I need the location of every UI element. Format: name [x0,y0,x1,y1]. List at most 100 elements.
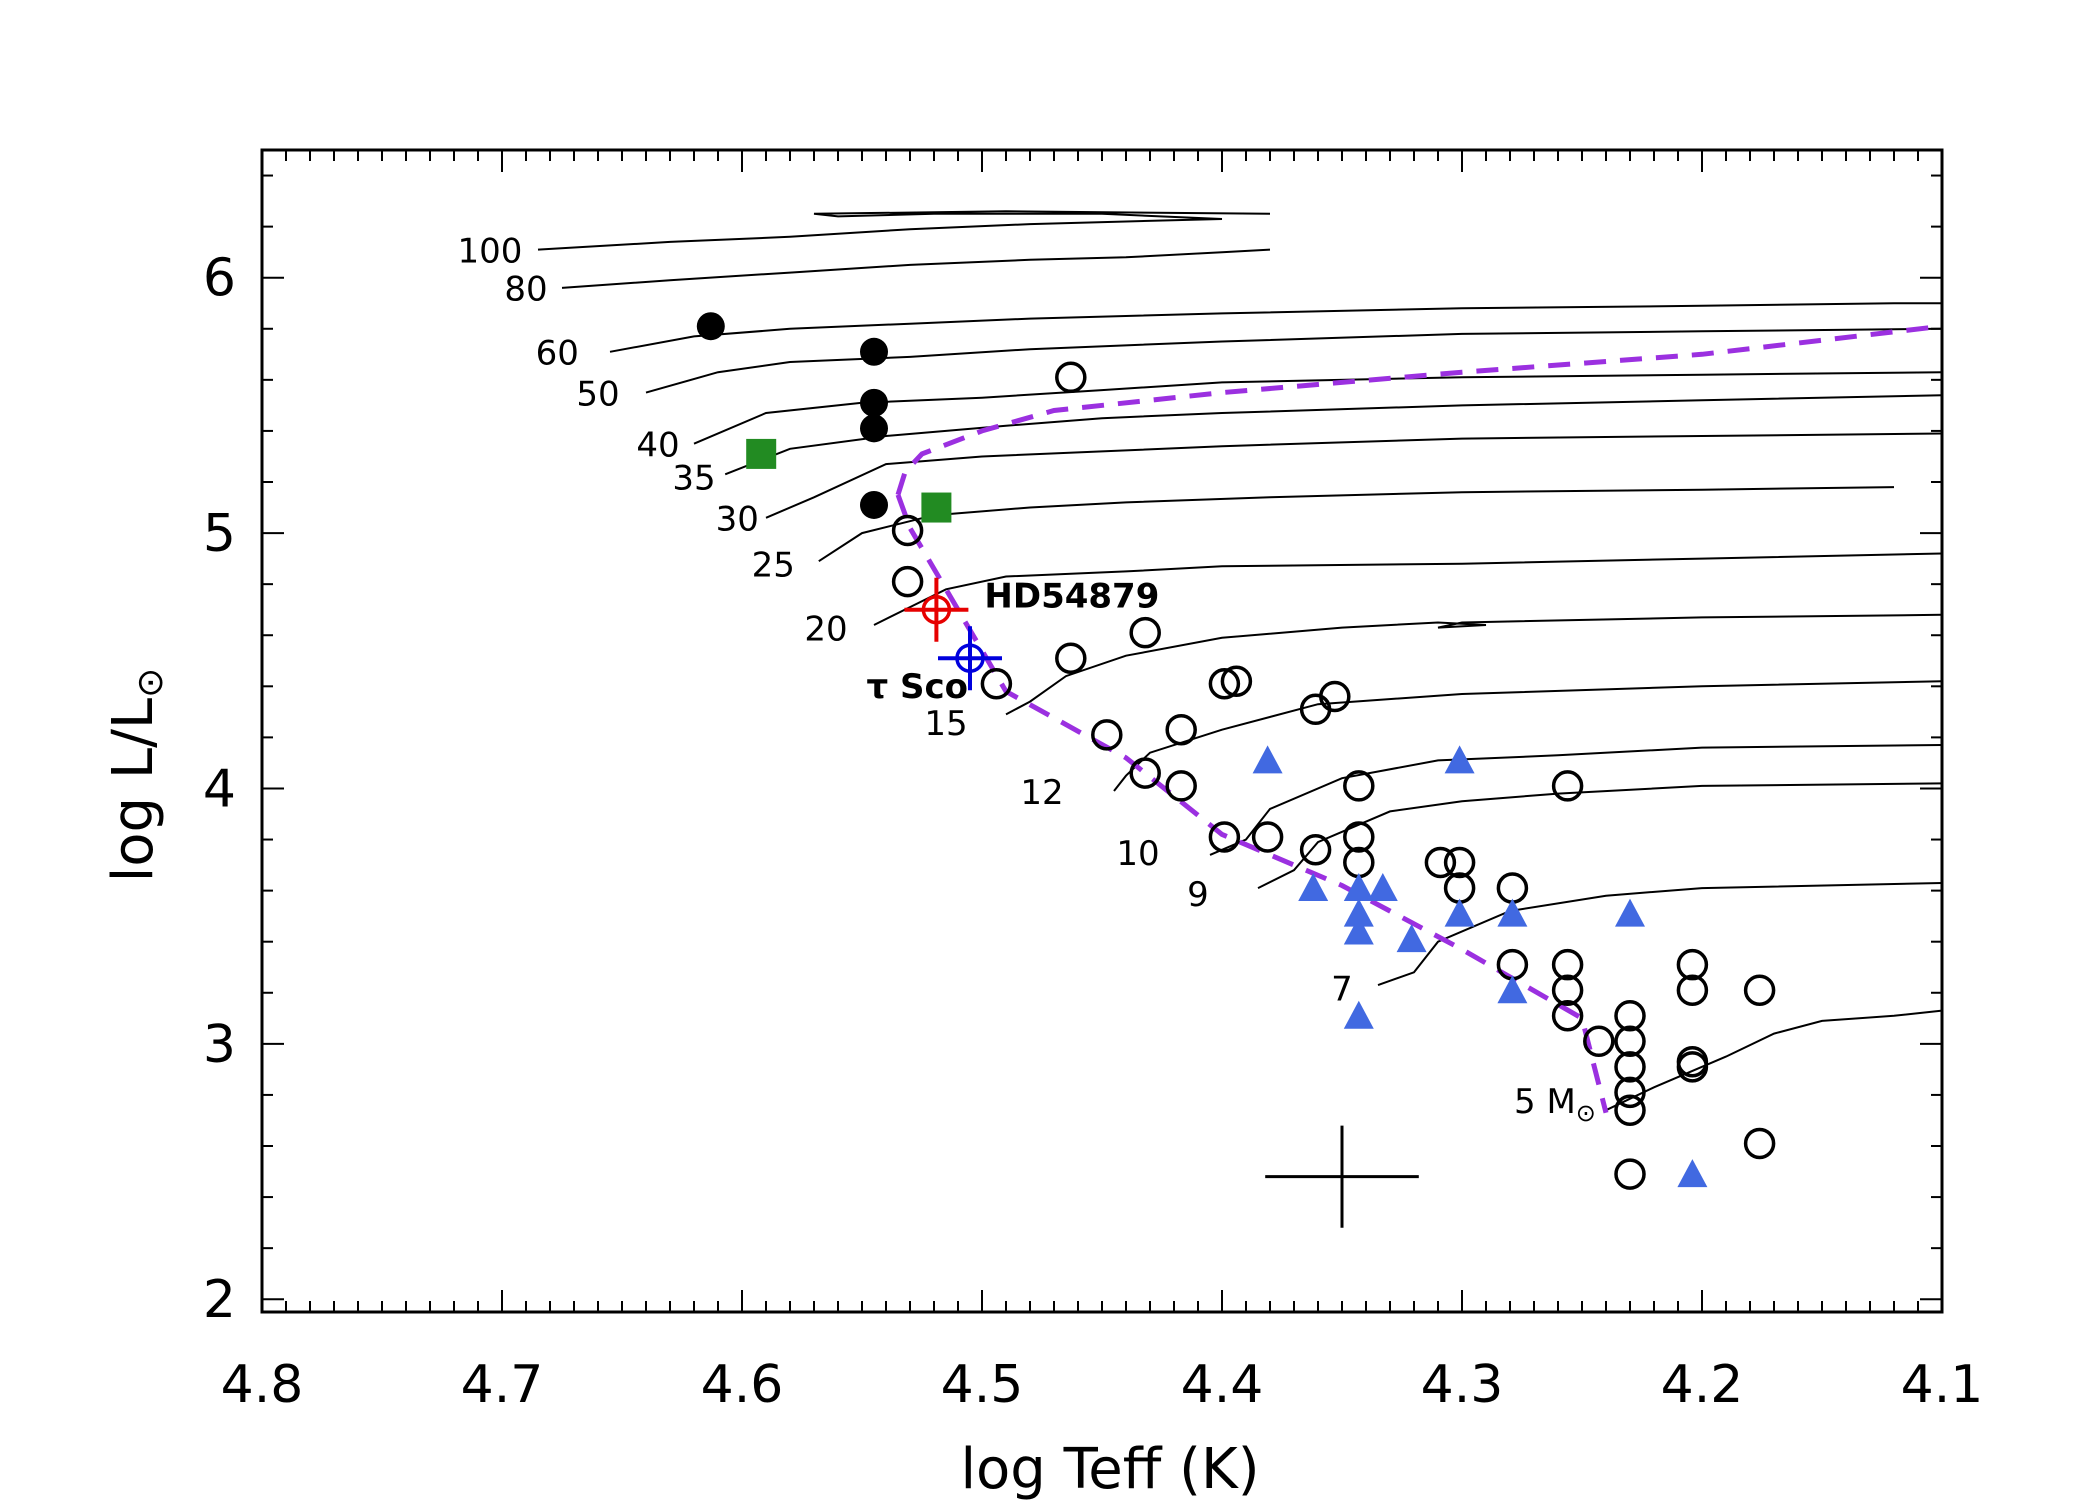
open-circle-point [1743,974,1776,1006]
y-axis-title-sub: ⊙ [130,668,171,698]
track-40 [693,371,1943,445]
track-80 [561,248,1271,289]
open-circle-point [1055,361,1087,394]
open-circle-point [1091,719,1123,751]
tams-line [895,493,1609,1114]
triangle-point [1497,975,1528,1004]
data-points: HD54879 τ Sco [696,312,1776,1228]
square-point [746,438,777,469]
open-circle-point [1551,974,1584,1006]
track-30 [765,432,1943,519]
x-tick-label: 4.5 [941,1355,1024,1415]
open-circle-point [1676,974,1709,1006]
open-circle-point [1251,821,1284,853]
y-tick-label: 4 [203,759,236,819]
open-circle-point [1676,1045,1709,1078]
track-60 [609,302,1942,353]
y-tick-label: 5 [203,504,236,564]
open-circle-point [891,514,924,547]
open-circle-point [1299,834,1332,866]
triangle-point [1343,916,1374,945]
open-circle-point [1443,846,1476,879]
open-circle-point [1424,846,1457,879]
track-50 [645,327,1943,394]
track-15 [1005,613,1943,716]
star-marker [955,643,985,673]
triangle-point [1615,898,1645,927]
x-tick-label: 4.6 [701,1355,784,1415]
open-circle-point [1614,1000,1646,1032]
open-circle-point [1208,821,1241,853]
track-label-suffix: ⊙ [1576,1099,1596,1127]
open-circle-point [891,565,924,598]
open-circle-point [1129,616,1161,649]
open-circle-point [1343,770,1375,802]
open-circle-point [980,668,1013,700]
filled-circle-point [696,312,725,341]
open-circle-point [1165,713,1197,746]
track-label-30: 30 [716,500,759,540]
open-circle-point [1614,1025,1646,1058]
triangle-point [1444,745,1475,774]
open-circle-point [1220,665,1253,697]
x-tick-label: 4.7 [461,1355,544,1415]
star-marker [921,594,952,625]
track-20 [873,552,1943,626]
x-axis-title: log Teff (K) [960,1437,1259,1500]
star-label-0: HD54879 [984,577,1159,617]
triangle-point [1367,873,1398,902]
track-label-35: 35 [672,459,715,499]
y-tick-label: 3 [203,1015,236,1075]
y-axis-title: log L/L⊙ [101,668,171,883]
track-label-9: 9 [1187,875,1209,915]
open-circle-point [1319,680,1351,713]
x-tick-label: 4.8 [221,1355,304,1415]
x-tick-label: 4.1 [1901,1355,1984,1415]
open-circle-point [1614,1094,1646,1126]
triangle-point [1677,1159,1708,1188]
open-circle-point [1551,1000,1584,1032]
open-circle-point [1551,770,1584,802]
triangle-point [1298,873,1329,902]
track-label-100: 100 [458,231,523,271]
track-label-12: 12 [1020,773,1063,813]
open-circle-point [1165,770,1197,802]
track-label-60: 60 [536,334,579,374]
triangle-point [1396,924,1427,953]
filled-circle-point [860,414,888,443]
open-circle-point [1743,1127,1776,1160]
triangle-point [1444,898,1475,927]
track-9 [1257,782,1943,889]
open-circle-point [1055,642,1087,674]
open-circle-point [1551,948,1584,981]
track-35 [724,394,1943,476]
open-circle-point [1614,1051,1646,1083]
track-label-20: 20 [804,609,847,649]
square-point [921,492,952,523]
track-label-80: 80 [504,270,547,310]
track-label-15: 15 [924,704,967,744]
track-10 [1209,744,1943,856]
x-tick-label: 4.3 [1421,1355,1504,1415]
filled-circle-point [860,388,888,417]
triangle-point [1343,898,1374,927]
track-100 [537,210,1271,251]
open-circle-point [1208,668,1241,700]
track-label-10: 10 [1116,834,1159,874]
axes: 4.8 4.7 4.6 4.5 4.4 4.3 4.2 4.1 2 3 4 5 6 [203,148,1984,1415]
track-label-7: 7 [1331,969,1353,1009]
y-tick-label: 2 [203,1270,236,1330]
zams-line [895,323,1943,496]
open-circle-point [1343,821,1375,853]
track-25 [818,486,1895,563]
open-circle-point [1583,1025,1615,1058]
track-label-50: 50 [576,374,619,414]
y-tick-label: 6 [203,249,236,309]
open-circle-point [1614,1158,1646,1190]
triangle-point [1497,898,1528,927]
filled-circle-point [860,490,888,519]
x-tick-label: 4.4 [1181,1355,1264,1415]
y-axis-title-main: log L/L [101,698,166,882]
